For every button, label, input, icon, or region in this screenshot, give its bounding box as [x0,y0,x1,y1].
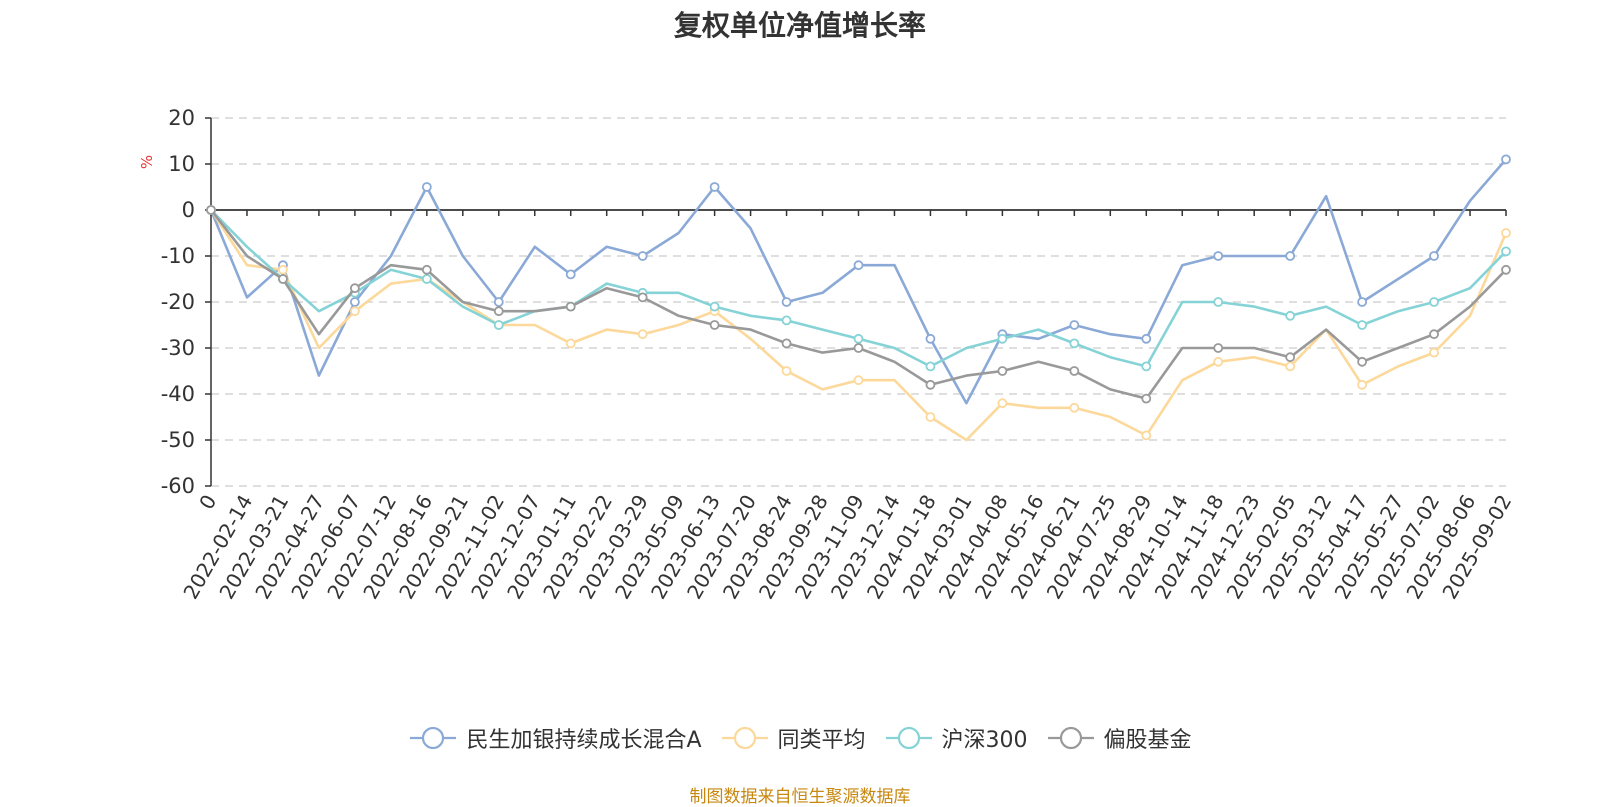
data-point [709,182,720,192]
data-point [1069,338,1080,349]
data-point [925,333,936,344]
data-point [349,283,360,294]
data-point [349,306,360,317]
data-point [1429,347,1439,358]
series-line [209,209,1507,400]
x-tick-labels: 02022-02-142022-03-212022-04-272022-06-0… [178,490,1516,603]
data-point [1501,154,1511,165]
data-point [1069,366,1080,376]
data-point [925,412,936,422]
legend-label: 民生加银持续成长混合A [466,728,702,753]
data-point [1069,320,1080,330]
data-point [1141,361,1152,372]
legend-item[interactable]: 沪深300 [884,722,1028,754]
data-point [997,398,1008,409]
data-point [781,338,792,349]
chart-title: 复权单位净值增长率 [673,9,926,42]
data-point [1429,251,1439,261]
data-point [781,366,792,376]
data-point [493,297,504,307]
data-point [1285,352,1296,363]
data-point [925,379,936,390]
data-point [349,297,360,307]
data-point [1357,297,1368,307]
y-tick-label: 0 [182,198,195,222]
x-tick-label: 0 [194,491,221,514]
data-point [493,306,504,317]
y-axis-label: % [138,155,156,169]
legend-item[interactable]: 偏股基金 [1046,722,1192,754]
data-point [1069,402,1080,413]
data-point [781,315,792,326]
y-tick-label: -30 [161,336,195,360]
data-point [1213,251,1224,261]
data-point [565,269,576,280]
data-point [637,329,648,340]
data-point [1213,343,1224,353]
data-point [637,292,648,303]
data-point [997,333,1008,344]
data-point [1429,329,1439,340]
data-point [925,361,936,372]
data-point [1501,264,1511,275]
grid-lines [211,117,1506,487]
y-tick-label: 20 [168,106,195,130]
series-lines [206,154,1511,442]
data-point [565,338,576,349]
data-point [853,260,864,271]
data-point [1357,320,1368,330]
data-point [709,320,720,330]
data-point [781,297,792,307]
data-point [853,343,864,353]
data-point [1357,379,1368,390]
data-point [997,366,1008,376]
legend: 民生加银持续成长混合A 同类平均 沪深300 偏股基金 [0,722,1600,754]
data-point [565,301,576,312]
data-point [853,333,864,344]
data-point [1141,333,1152,344]
data-point [278,264,288,275]
axes [205,117,1507,487]
legend-item[interactable]: 同类平均 [720,722,866,754]
legend-label: 沪深300 [941,728,1028,753]
data-point [278,274,288,284]
data-point [1357,356,1368,367]
data-point [421,182,432,192]
data-point [1501,246,1511,257]
source-note: 制图数据来自恒生聚源数据库 [689,787,911,807]
y-tick-label: -10 [161,244,195,268]
y-tick-label: -50 [161,428,195,452]
legend-swatch-icon [410,726,457,750]
data-point [1285,310,1296,321]
data-point [206,205,216,215]
y-tick-label: -60 [161,474,195,498]
legend-swatch-icon [885,726,932,750]
legend-swatch-icon [721,726,768,750]
data-point [421,264,432,275]
y-tick-label: -20 [161,290,195,314]
data-point [709,301,720,312]
data-point [1285,361,1296,372]
legend-swatch-icon [1047,726,1094,750]
legend-item[interactable]: 民生加银持续成长混合A [408,722,702,754]
data-point [1501,228,1511,238]
series-line [209,209,1508,442]
data-point [1213,297,1224,307]
data-point [421,274,432,284]
data-point [1285,251,1296,261]
legend-label: 同类平均 [777,728,866,753]
data-point [637,251,648,261]
data-point [493,320,504,330]
data-point [1213,356,1224,367]
data-point [1141,430,1152,441]
data-point [1429,297,1439,307]
data-point [853,375,864,386]
legend-label: 偏股基金 [1103,728,1192,753]
data-point [1141,393,1152,404]
y-tick-labels: 20 10 0 -10 -20 -30 -40 -50 -60 [161,106,195,498]
y-tick-label: -40 [161,382,195,406]
y-tick-label: 10 [168,152,195,176]
